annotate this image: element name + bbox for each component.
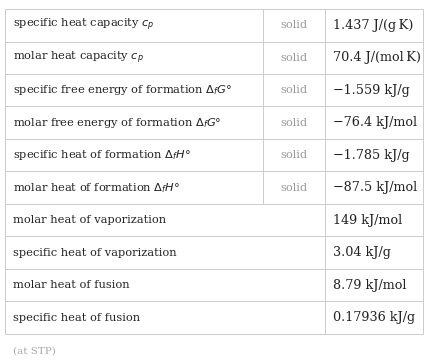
Text: 8.79 kJ/mol: 8.79 kJ/mol: [333, 279, 406, 292]
Text: solid: solid: [281, 53, 308, 63]
Text: specific free energy of formation $\Delta_f G°$: specific free energy of formation $\Delt…: [13, 83, 232, 97]
Text: −76.4 kJ/mol: −76.4 kJ/mol: [333, 116, 417, 129]
Text: molar heat of formation $\Delta_f H°$: molar heat of formation $\Delta_f H°$: [13, 181, 180, 195]
Text: specific heat of fusion: specific heat of fusion: [13, 313, 140, 323]
Text: solid: solid: [281, 118, 308, 128]
Text: −1.785 kJ/g: −1.785 kJ/g: [333, 149, 410, 162]
Text: specific heat of formation $\Delta_f H°$: specific heat of formation $\Delta_f H°$: [13, 148, 190, 162]
Text: 70.4 J/(mol K): 70.4 J/(mol K): [333, 51, 421, 64]
Text: specific heat capacity $c_p$: specific heat capacity $c_p$: [13, 17, 155, 34]
Text: 3.04 kJ/g: 3.04 kJ/g: [333, 246, 391, 259]
Text: solid: solid: [281, 85, 308, 95]
Text: specific heat of vaporization: specific heat of vaporization: [13, 248, 176, 258]
Text: molar heat of fusion: molar heat of fusion: [13, 280, 129, 290]
Text: 1.437 J/(g K): 1.437 J/(g K): [333, 19, 413, 32]
Text: solid: solid: [281, 150, 308, 160]
Text: (at STP): (at STP): [13, 347, 56, 355]
Text: −87.5 kJ/mol: −87.5 kJ/mol: [333, 181, 417, 194]
Text: solid: solid: [281, 183, 308, 193]
Text: −1.559 kJ/g: −1.559 kJ/g: [333, 84, 410, 97]
Text: molar free energy of formation $\Delta_f G°$: molar free energy of formation $\Delta_f…: [13, 116, 221, 130]
Text: 0.17936 kJ/g: 0.17936 kJ/g: [333, 311, 415, 324]
Text: solid: solid: [281, 20, 308, 30]
Text: 149 kJ/mol: 149 kJ/mol: [333, 214, 402, 227]
Text: molar heat of vaporization: molar heat of vaporization: [13, 215, 166, 225]
Text: molar heat capacity $c_p$: molar heat capacity $c_p$: [13, 49, 144, 66]
